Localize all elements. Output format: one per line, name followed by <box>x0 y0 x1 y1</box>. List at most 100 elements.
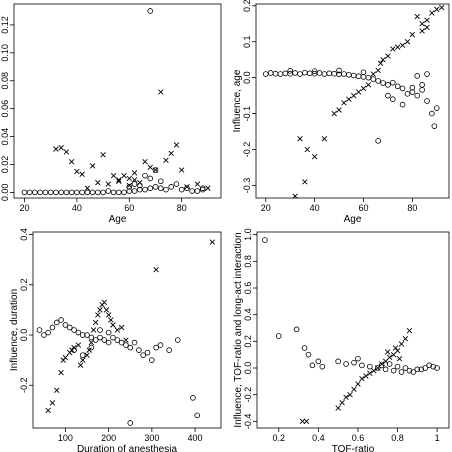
data-point-cross <box>303 418 310 425</box>
data-point-circle <box>97 334 103 341</box>
data-point-cross <box>63 149 70 155</box>
data-point-circle <box>398 369 405 375</box>
data-point-circle <box>390 96 396 103</box>
data-point-cross <box>371 367 377 374</box>
data-point-circle <box>360 69 367 76</box>
data-point-circle <box>311 68 318 74</box>
data-point-cross <box>341 100 347 106</box>
data-point-cross <box>88 339 95 346</box>
data-point-circle <box>433 105 440 111</box>
data-point-cross <box>62 354 69 361</box>
panel-influence-duration-vs-duration: 100 200 300 400 -0.2 0.0 0.2 0.4 Duration of ane… <box>9 228 222 452</box>
data-point-cross <box>429 10 435 16</box>
data-point-circle <box>262 71 269 77</box>
data-point-circle <box>199 185 206 192</box>
data-point-circle <box>374 365 381 371</box>
data-point-circle <box>385 92 391 99</box>
data-point-cross <box>399 42 406 49</box>
data-point-circle <box>157 185 164 192</box>
data-point-circle <box>140 352 147 358</box>
data-point-cross <box>97 307 103 313</box>
x-axis-label: Age <box>109 214 127 225</box>
data-point-circle <box>152 184 159 190</box>
data-point-circle <box>174 337 181 343</box>
data-point-cross <box>355 381 361 387</box>
plot-frame <box>255 3 450 199</box>
y-axis-label: Influence, age <box>232 69 243 132</box>
y-tick-label: 0.6 <box>243 282 253 295</box>
y-tick-label: 0.12 <box>0 16 10 34</box>
data-point-circle <box>297 71 303 77</box>
data-point-cross <box>351 92 357 99</box>
data-point-cross <box>126 182 133 189</box>
y-tick-label: 1.0 <box>243 228 253 241</box>
data-point-circle <box>126 188 133 194</box>
data-point-circle <box>399 85 406 92</box>
y-tick-label: 0.8 <box>243 255 253 268</box>
data-point-circle <box>149 357 155 363</box>
data-point-cross <box>370 71 376 77</box>
data-point-circle <box>136 186 143 193</box>
data-point-cross <box>79 171 85 177</box>
data-point-circle <box>88 344 95 351</box>
data-point-cross <box>194 181 201 187</box>
panel-influence-age-vs-age: 20 40 60 80 -0.3 -0.2 -0.1 0.0 0.1 0.2 Age Influenc… <box>232 0 450 225</box>
data-point-circle <box>74 189 80 196</box>
data-point-circle <box>36 327 43 333</box>
data-point-circle <box>21 189 28 196</box>
plot-frame <box>13 3 222 199</box>
data-point-circle <box>58 189 64 196</box>
data-point-cross <box>71 344 77 351</box>
data-point-cross <box>137 179 143 186</box>
data-point-cross <box>406 327 413 334</box>
x-tick-label: 0.4 <box>312 433 325 443</box>
data-point-circle <box>84 332 90 338</box>
y-tick-label: 0.0 <box>19 329 29 342</box>
data-point-cross <box>123 337 129 343</box>
data-point-circle <box>424 71 430 77</box>
y-tick-label: 0.02 <box>0 156 10 174</box>
data-point-cross <box>351 386 357 393</box>
data-point-cross <box>398 341 405 347</box>
data-point-cross <box>205 185 211 191</box>
data-point-circle <box>346 71 352 78</box>
data-point-cross <box>209 239 216 245</box>
data-point-cross <box>409 31 416 38</box>
data-point-circle <box>316 70 323 76</box>
data-point-cross <box>438 4 445 11</box>
data-point-circle <box>410 369 417 375</box>
data-point-circle <box>142 172 148 179</box>
data-point-circle <box>163 186 169 193</box>
data-point-circle <box>414 92 421 99</box>
data-point-circle <box>79 332 86 338</box>
data-point-cross <box>89 163 96 169</box>
data-point-circle <box>315 358 322 365</box>
data-point-circle <box>184 185 190 192</box>
data-point-circle <box>418 366 425 373</box>
data-point-circle <box>42 189 49 196</box>
data-point-circle <box>26 189 33 196</box>
data-point-circle <box>394 83 401 90</box>
y-tick-label: 0.4 <box>243 308 253 321</box>
data-point-cross <box>77 362 84 368</box>
data-point-cross <box>365 82 372 88</box>
data-point-cross <box>86 347 92 353</box>
data-point-circle <box>75 329 82 336</box>
data-point-cross <box>100 152 106 158</box>
data-point-circle <box>131 339 138 346</box>
data-point-cross <box>384 349 391 355</box>
y-tick-label: -0.3 <box>242 178 252 194</box>
data-point-cross <box>178 167 185 173</box>
data-point-circle <box>351 359 357 366</box>
data-point-circle <box>178 186 185 193</box>
data-point-cross <box>367 370 373 377</box>
data-point-cross <box>380 56 386 63</box>
data-point-circle <box>282 70 289 77</box>
data-point-circle <box>84 189 91 196</box>
data-point-circle <box>68 189 75 196</box>
data-point-circle <box>63 189 70 196</box>
data-point-circle <box>414 73 421 79</box>
data-point-cross <box>147 164 153 171</box>
x-tick-label: 60 <box>124 203 134 213</box>
